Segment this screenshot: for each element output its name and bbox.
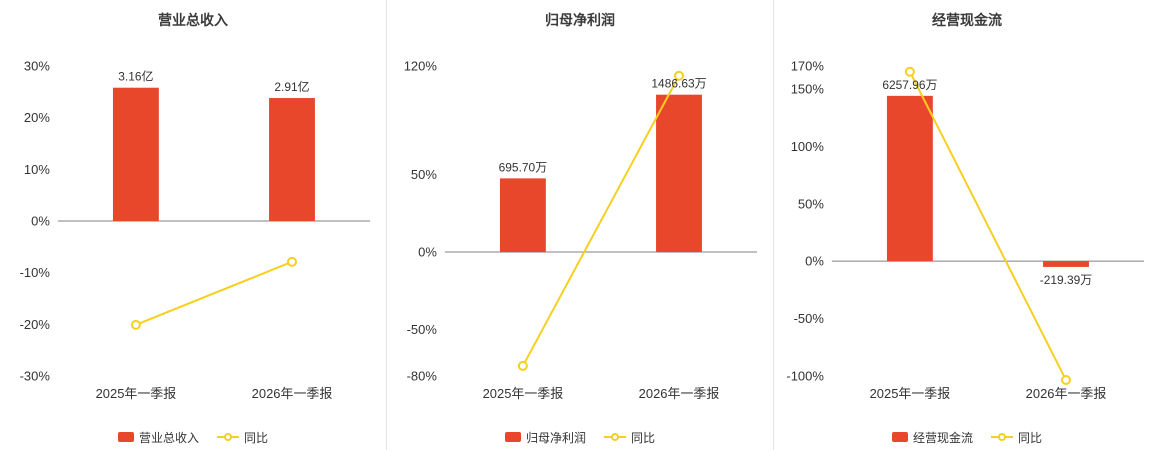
category-label: 2025年一季报 [870, 386, 951, 401]
net-profit-chart-plot: 120% 50% 0% -50% -80% 695.70万 1486.63万 2025年一季报… [404, 58, 758, 401]
bar-2025年一季报[interactable] [112, 87, 159, 221]
chart-title: 归母净利润 [545, 12, 615, 28]
bar-swatch-icon [504, 432, 521, 442]
line-swatch-icon [991, 433, 1013, 441]
legend-label: 同比 [1018, 430, 1043, 445]
bar-value-label: 3.16亿 [118, 69, 153, 84]
legend-label: 归母净利润 [525, 430, 586, 445]
legend-item-bar-series[interactable]: 经营现金流 [891, 429, 973, 446]
y-tick-label: 170% [791, 58, 825, 73]
category-label: 2026年一季报 [639, 386, 720, 401]
bar-swatch-icon [117, 432, 134, 442]
y-tick-label: -10% [20, 265, 51, 280]
y-tick-label: -30% [20, 368, 51, 383]
category-label: 2025年一季报 [96, 386, 177, 401]
chart-title: 经营现金流 [932, 12, 1002, 28]
line-swatch-icon [604, 433, 626, 441]
legend-item-bar-series[interactable]: 营业总收入 [117, 429, 199, 446]
y-tick-label: 120% [404, 58, 438, 73]
legend-item-bar-series[interactable]: 归母净利润 [504, 429, 586, 446]
legend-label: 营业总收入 [138, 430, 199, 445]
bar-value-label: 1486.63万 [651, 77, 706, 91]
y-tick-label: -50% [407, 322, 438, 337]
line-swatch-icon [217, 433, 239, 441]
total-revenue-chart-plot: 30% 20% 10% 0% -10% -20% -30% 3.16亿 2.91亿 2025年一季… [20, 58, 371, 401]
y-tick-label: 150% [791, 81, 825, 96]
yoy-line-series [909, 71, 1067, 381]
bar-2026年一季报[interactable] [656, 94, 702, 252]
legend-item-line-series[interactable]: 同比 [604, 429, 655, 446]
y-tick-label: 0% [418, 244, 437, 259]
y-tick-label: -100% [786, 368, 824, 383]
chart-panel-operating-cashflow: 经营现金流 170% 150% 100% 50% 0% -50% -100% 6257.96万… [773, 0, 1160, 450]
bar-2025年一季报[interactable] [499, 178, 546, 252]
yoy-line-series [522, 75, 680, 367]
yoy-line-marker[interactable] [130, 319, 141, 330]
y-tick-label: 0% [805, 254, 824, 269]
y-tick-label: 20% [24, 110, 50, 125]
y-tick-label: 50% [798, 196, 824, 211]
y-tick-label: -80% [407, 368, 438, 383]
chart-panel-total-revenue: 营业总收入 30% 20% 10% 0% -10% -20% -30% 3.16亿 2.91亿 2… [0, 0, 386, 450]
y-tick-label: 0% [31, 213, 50, 228]
chart-legend: 营业总收入 同比 [0, 424, 386, 450]
chart-title: 营业总收入 [158, 12, 228, 28]
bar-2026年一季报[interactable] [1043, 261, 1089, 267]
category-label: 2026年一季报 [1026, 386, 1107, 401]
yoy-line-marker[interactable] [517, 360, 528, 371]
y-tick-label: -20% [20, 317, 51, 332]
category-label: 2025年一季报 [483, 386, 564, 401]
chart-legend: 归母净利润 同比 [387, 424, 773, 450]
yoy-line-series [135, 260, 293, 326]
legend-label: 经营现金流 [912, 430, 973, 445]
y-tick-label: 100% [791, 139, 825, 154]
y-tick-label: 50% [411, 167, 437, 182]
bar-2026年一季报[interactable] [269, 98, 315, 221]
legend-label: 同比 [244, 430, 269, 445]
y-tick-label: -50% [794, 311, 825, 326]
legend-label: 同比 [631, 430, 656, 445]
legend-item-line-series[interactable]: 同比 [991, 429, 1042, 446]
yoy-line-marker[interactable] [674, 70, 684, 81]
bar-value-label: -219.39万 [1040, 273, 1093, 287]
y-tick-label: 30% [24, 58, 50, 73]
operating-cashflow-chart-plot: 170% 150% 100% 50% 0% -50% -100% 6257.96万 -219.3… [786, 58, 1145, 401]
bar-value-label: 2.91亿 [274, 79, 309, 94]
category-label: 2026年一季报 [252, 386, 333, 401]
yoy-line-marker[interactable] [1061, 375, 1071, 386]
bar-2025年一季报[interactable] [886, 95, 933, 262]
chart-panel-net-profit: 归母净利润 120% 50% 0% -50% -80% 695.70万 1486.63万 20… [386, 0, 773, 450]
y-tick-label: 10% [24, 162, 50, 177]
yoy-line-marker[interactable] [904, 66, 915, 77]
bar-value-label: 695.70万 [499, 160, 548, 174]
legend-item-line-series[interactable]: 同比 [217, 429, 268, 446]
bar-value-label: 6257.96万 [882, 78, 937, 92]
chart-legend: 经营现金流 同比 [774, 424, 1160, 450]
yoy-line-marker[interactable] [287, 256, 297, 267]
bar-swatch-icon [891, 432, 908, 442]
